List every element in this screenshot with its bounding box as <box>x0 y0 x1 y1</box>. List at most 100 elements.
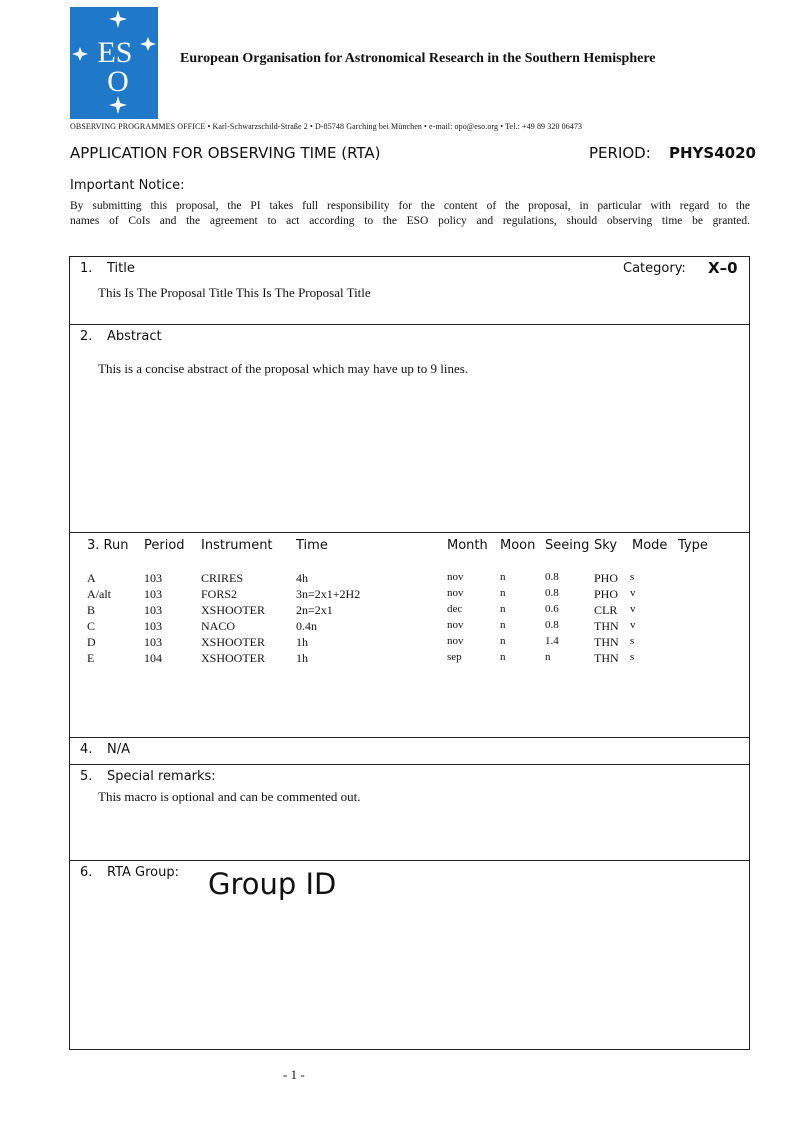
run-row-cell: XSHOOTER <box>201 635 266 649</box>
run-row-cell: n <box>545 651 551 663</box>
eso-logo: ES O <box>70 7 158 119</box>
na-num: 4. <box>80 742 93 757</box>
run-row-cell: 103 <box>144 603 162 617</box>
abstract-text: This is a concise abstract of the propos… <box>98 361 469 376</box>
run-row-cell: 3n=2x1+2H2 <box>296 587 361 601</box>
run-row-cell: FORS2 <box>201 587 238 601</box>
runs-header-sky: Sky <box>594 538 618 553</box>
run-row-cell: THN <box>594 651 619 665</box>
run-row-cell: THN <box>594 619 619 633</box>
run-row-cell: s <box>630 651 635 663</box>
run-row-cell: XSHOOTER <box>201 651 266 665</box>
svg-text:O: O <box>107 65 129 98</box>
run-row-cell: A/alt <box>87 587 111 601</box>
category-label: Category: <box>623 261 686 276</box>
group-num: 6. <box>80 865 93 880</box>
proposal-title: This Is The Proposal Title This Is The P… <box>98 285 371 300</box>
na-section: 4. N/A <box>69 737 750 765</box>
group-id: Group ID <box>208 867 337 901</box>
group-label: RTA Group: <box>107 865 180 880</box>
organisation-name: European Organisation for Astronomical R… <box>180 51 656 66</box>
category-value: X–0 <box>708 259 738 277</box>
run-row-cell: THN <box>594 635 619 649</box>
runs-header-time: Time <box>296 538 328 553</box>
runs-section: 3. Run Period Instrument Time Month Moon Seein… <box>69 532 750 738</box>
run-row-cell: s <box>630 571 635 583</box>
run-row-cell: 103 <box>144 619 162 633</box>
run-row-cell: nov <box>447 619 464 631</box>
run-row-cell: 103 <box>144 635 162 649</box>
run-row-cell: n <box>500 587 506 599</box>
run-row-cell: v <box>630 619 636 631</box>
remarks-text: This macro is optional and can be commen… <box>98 789 361 804</box>
runs-header-type: Type <box>678 538 708 553</box>
run-row-cell: CRIRES <box>201 571 244 585</box>
remarks-label: Special remarks: <box>107 769 216 784</box>
run-row-cell: A <box>87 571 96 585</box>
run-row-cell: 1.4 <box>545 635 559 647</box>
run-row-cell: v <box>630 603 636 615</box>
run-row-cell: E <box>87 651 95 665</box>
run-row-cell: PHO <box>594 587 619 601</box>
run-row-cell: n <box>500 571 506 583</box>
abstract-section: 2. Abstract This is a concise abstract o… <box>69 324 750 533</box>
run-row-cell: B <box>87 603 96 617</box>
run-row-cell: dec <box>447 603 463 615</box>
run-row-cell: D <box>87 635 96 649</box>
notice-heading: Important Notice: <box>70 178 185 193</box>
run-row-cell: v <box>630 587 636 599</box>
run-row-cell: n <box>500 619 506 631</box>
run-row-cell: 1h <box>296 635 308 649</box>
run-row-cell: C <box>87 619 96 633</box>
notice-line-1: By submitting this proposal, the PI take… <box>70 200 750 212</box>
run-row-cell: 0.8 <box>545 619 559 631</box>
run-row-cell: n <box>500 651 506 663</box>
runs-header-run: 3. Run <box>87 538 129 553</box>
run-row-cell: NACO <box>201 619 236 633</box>
svg-text:ES: ES <box>97 36 132 69</box>
group-section: 6. RTA Group: Group ID <box>69 860 750 1050</box>
na-label: N/A <box>107 742 130 757</box>
period-value: PHYS4020 <box>669 144 756 162</box>
run-row-cell: 2n=2x1 <box>296 603 333 617</box>
title-num: 1. <box>80 261 93 276</box>
run-row-cell: nov <box>447 587 464 599</box>
abstract-label: Abstract <box>107 329 162 344</box>
run-row-cell: sep <box>447 651 462 663</box>
notice-line-2: names of CoIs and the agreement to act a… <box>70 215 750 227</box>
run-row-cell: 103 <box>144 587 162 601</box>
runs-header-period: Period <box>144 538 185 553</box>
run-row-cell: n <box>500 603 506 615</box>
runs-header-seeing: Seeing <box>545 538 590 553</box>
run-row-cell: 103 <box>144 571 162 585</box>
run-row-cell: CLR <box>594 603 618 617</box>
run-row-cell: nov <box>447 571 464 583</box>
runs-header-month: Month <box>447 538 488 553</box>
eso-logo-icon: ES O <box>72 10 156 114</box>
run-row-cell: 104 <box>144 651 162 665</box>
run-row-cell: 0.4n <box>296 619 317 633</box>
office-address: OBSERVING PROGRAMMES OFFICE • Karl-Schwa… <box>70 122 583 131</box>
run-row-cell: XSHOOTER <box>201 603 266 617</box>
run-row-cell: n <box>500 635 506 647</box>
run-row-cell: 0.8 <box>545 587 559 599</box>
title-section: 1. Title Category: X–0 This Is The Propo… <box>69 256 750 325</box>
runs-header-instrument: Instrument <box>201 538 273 553</box>
run-row-cell: 1h <box>296 651 308 665</box>
runs-header-moon: Moon <box>500 538 536 553</box>
form-title: APPLICATION FOR OBSERVING TIME (RTA) <box>70 144 381 162</box>
title-label: Title <box>107 261 135 276</box>
remarks-num: 5. <box>80 769 93 784</box>
runs-header-mode: Mode <box>632 538 668 553</box>
remarks-section: 5. Special remarks: This macro is option… <box>69 764 750 861</box>
run-row-cell: 0.6 <box>545 603 559 615</box>
run-row-cell: PHO <box>594 571 619 585</box>
abstract-num: 2. <box>80 329 93 344</box>
run-row-cell: s <box>630 635 635 647</box>
period-label: PERIOD: <box>589 144 651 162</box>
run-row-cell: nov <box>447 635 464 647</box>
page-number: - 1 - <box>283 1067 305 1082</box>
run-row-cell: 4h <box>296 571 308 585</box>
run-row-cell: 0.8 <box>545 571 559 583</box>
